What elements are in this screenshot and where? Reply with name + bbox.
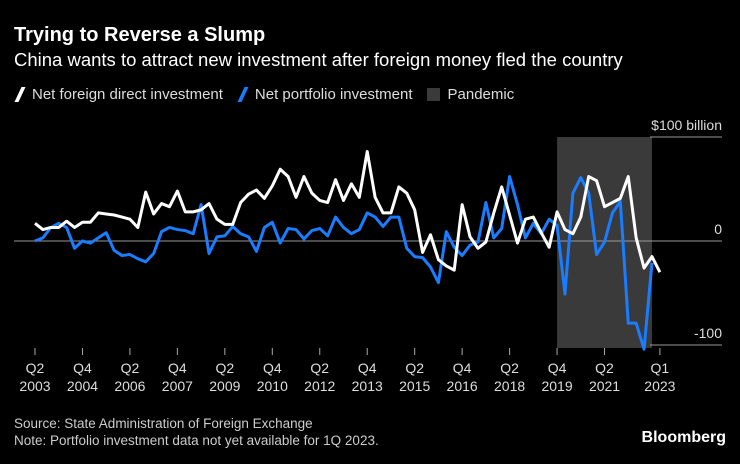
footnotes: Source: State Administration of Foreign … — [14, 415, 379, 449]
fdi-line-group — [34, 150, 662, 273]
x-tick-year: 2015 — [399, 378, 430, 394]
bloomberg-logo: Bloomberg — [641, 429, 726, 446]
x-tick-quarter: Q2 — [215, 360, 234, 376]
source-text: Source: State Administration of Foreign … — [14, 416, 313, 431]
x-tick-quarter: Q4 — [168, 360, 187, 376]
chart-title: Trying to Reverse a Slump — [14, 24, 266, 46]
x-tick-year: 2016 — [447, 378, 478, 394]
x-tick-year: 2023 — [644, 378, 675, 394]
x-tick-year: 2004 — [67, 378, 98, 394]
x-tick-year: 2009 — [209, 378, 240, 394]
legend-fdi: Net foreign direct investment — [14, 86, 223, 103]
chart-subtitle: China wants to attract new investment af… — [14, 49, 623, 70]
y-tick-label: -100 — [694, 325, 722, 341]
x-tick-year: 2006 — [114, 378, 145, 394]
legend-pandemic: Pandemic — [426, 86, 515, 103]
x-tick-quarter: Q2 — [500, 360, 519, 376]
x-tick-year: 2003 — [19, 378, 50, 394]
legend-fdi-label: Net foreign direct investment — [32, 86, 223, 103]
x-tick-year: 2007 — [162, 378, 193, 394]
legend: Net foreign direct investment Net portfo… — [14, 86, 528, 103]
note-text: Note: Portfolio investment data not yet … — [14, 433, 379, 448]
x-tick-quarter: Q4 — [358, 360, 377, 376]
x-tick-quarter: Q4 — [263, 360, 282, 376]
x-tick-year: 2019 — [541, 378, 572, 394]
x-tick-quarter: Q1 — [651, 360, 670, 376]
x-tick-year: 2012 — [304, 378, 335, 394]
legend-portfolio-label: Net portfolio investment — [254, 86, 413, 103]
x-tick-quarter: Q2 — [405, 360, 424, 376]
x-tick-quarter: Q2 — [121, 360, 140, 376]
x-tick-quarter: Q2 — [595, 360, 614, 376]
x-tick-year: 2021 — [589, 378, 620, 394]
legend-pandemic-label: Pandemic — [447, 86, 515, 103]
y-tick-label: $100 billion — [651, 117, 722, 133]
x-tick-quarter: Q4 — [73, 360, 92, 376]
x-tick-quarter: Q4 — [453, 360, 472, 376]
x-tick-quarter: Q2 — [310, 360, 329, 376]
y-tick-label: 0 — [714, 221, 722, 237]
pandemic-swatch — [426, 88, 440, 101]
x-tick-year: 2018 — [494, 378, 525, 394]
x-tick-year: 2013 — [352, 378, 383, 394]
fdi-line — [34, 150, 662, 273]
legend-portfolio: Net portfolio investment — [237, 86, 413, 103]
x-tick-quarter: Q4 — [548, 360, 567, 376]
x-tick-quarter: Q2 — [26, 360, 45, 376]
x-tick-year: 2010 — [257, 378, 288, 394]
